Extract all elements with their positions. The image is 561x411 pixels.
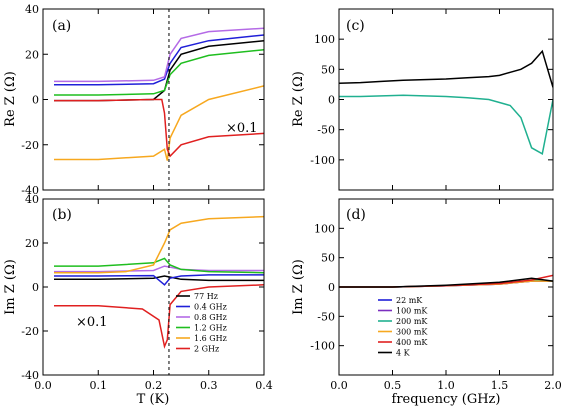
series-line-1.6-ghz xyxy=(54,215,264,274)
y-axis-label-re: Re Z (Ω) xyxy=(3,71,18,127)
x-tick-label: 0.0 xyxy=(34,379,52,392)
legend-label: 0.8 GHz xyxy=(194,313,227,322)
series-line-4-k xyxy=(339,49,553,88)
series-line-1.6-ghz xyxy=(54,85,264,161)
x-tick-label: 0.2 xyxy=(145,379,163,392)
panel-c: 100 50 0 -50 -100 (c) xyxy=(310,8,554,191)
series-line-77-hz xyxy=(54,275,264,282)
legend-label: 0.4 GHz xyxy=(194,303,227,312)
panel-label: (a) xyxy=(52,18,71,34)
y-axis-label-re-right: Re Z (Ω) xyxy=(291,71,306,127)
series-group xyxy=(339,49,553,155)
legend-label: 77 Hz xyxy=(194,292,218,301)
legend-label: 100 mK xyxy=(396,307,428,316)
legend-label: 400 mK xyxy=(396,338,428,347)
x-tick-label: 0.5 xyxy=(384,379,402,392)
y-tick-label: 100 xyxy=(314,33,335,46)
y-axis-label-im: Im Z (Ω) xyxy=(3,259,18,315)
series-line-200-mk xyxy=(339,94,553,155)
legend-label: 22 mK xyxy=(396,296,423,305)
y-tick-label: -50 xyxy=(317,310,335,323)
legend-label: 2 GHz xyxy=(194,345,219,354)
y-tick-label: -40 xyxy=(21,184,39,197)
y-tick-label: 0 xyxy=(32,94,39,107)
y-tick-label: 40 xyxy=(25,193,39,206)
y-tick-label: -20 xyxy=(21,325,39,338)
legend-label: 200 mK xyxy=(396,317,428,326)
x-tick-label: 0.0 xyxy=(330,379,348,392)
series-line-2-ghz xyxy=(54,98,264,158)
legend-label: 1.6 GHz xyxy=(194,334,227,343)
panel-b: 0.0 0.1 0.2 0.3 0.4 40 20 0 -20 -40 (b) ×0.1 77 Hz 0.… xyxy=(21,193,272,392)
panel-a: 40 20 0 -20 -40 (a) ×0.1 xyxy=(21,3,265,197)
y-tick-label: 20 xyxy=(25,237,39,250)
y-tick-label: 50 xyxy=(321,63,335,76)
x-tick-label: 1.0 xyxy=(437,379,455,392)
panel-label: (d) xyxy=(346,207,366,223)
y-tick-label: 0 xyxy=(32,281,39,294)
panel-label: (c) xyxy=(346,18,365,34)
series-group xyxy=(339,274,553,288)
series-line-4-k xyxy=(339,277,553,288)
x-axis-label-temperature: T (K) xyxy=(137,392,170,407)
y-tick-label: 0 xyxy=(328,94,335,107)
x-tick-label: 1.5 xyxy=(491,379,509,392)
series-line-1.2-ghz xyxy=(54,257,264,274)
axes-frame xyxy=(42,198,265,376)
scale-annotation: ×0.1 xyxy=(226,121,258,136)
y-tick-label: 20 xyxy=(25,48,39,61)
y-tick-label: -100 xyxy=(310,154,335,167)
series-line-2-ghz xyxy=(54,284,264,349)
x-axis-label-frequency: frequency (GHz) xyxy=(392,392,501,407)
axes-frame xyxy=(338,8,554,191)
y-tick-label: 50 xyxy=(321,252,335,265)
x-tick-label: 0.1 xyxy=(90,379,108,392)
series-line-0.4-ghz xyxy=(54,274,264,286)
x-tick-label: 0.4 xyxy=(255,379,273,392)
x-tick-label: 0.3 xyxy=(200,379,218,392)
x-tick-label: 2.0 xyxy=(544,379,561,392)
legend-label: 1.2 GHz xyxy=(194,324,227,333)
y-tick-label: -50 xyxy=(317,124,335,137)
y-tick-label: 40 xyxy=(25,3,39,16)
y-tick-label: -40 xyxy=(21,369,39,382)
series-line-0.8-ghz xyxy=(54,27,264,83)
panel-d: 0.0 0.5 1.0 1.5 2.0 100 50 0 -50 -100 (d) 22 mK 100 … xyxy=(310,198,561,392)
panel-label: (b) xyxy=(52,207,72,223)
series-line-0.4-ghz xyxy=(54,34,264,86)
scale-annotation: ×0.1 xyxy=(76,315,108,330)
y-axis-label-im-right: Im Z (Ω) xyxy=(291,259,306,315)
y-tick-label: 100 xyxy=(314,222,335,235)
series-line-1.2-ghz xyxy=(54,48,264,96)
y-tick-label: -100 xyxy=(310,340,335,353)
y-tick-label: 0 xyxy=(328,281,335,294)
series-line-0.8-ghz xyxy=(54,265,264,273)
legend-label: 300 mK xyxy=(396,328,428,337)
series-group xyxy=(54,27,264,161)
y-tick-label: -20 xyxy=(21,139,39,152)
legend-label: 4 K xyxy=(396,349,411,358)
series-group xyxy=(54,215,264,349)
